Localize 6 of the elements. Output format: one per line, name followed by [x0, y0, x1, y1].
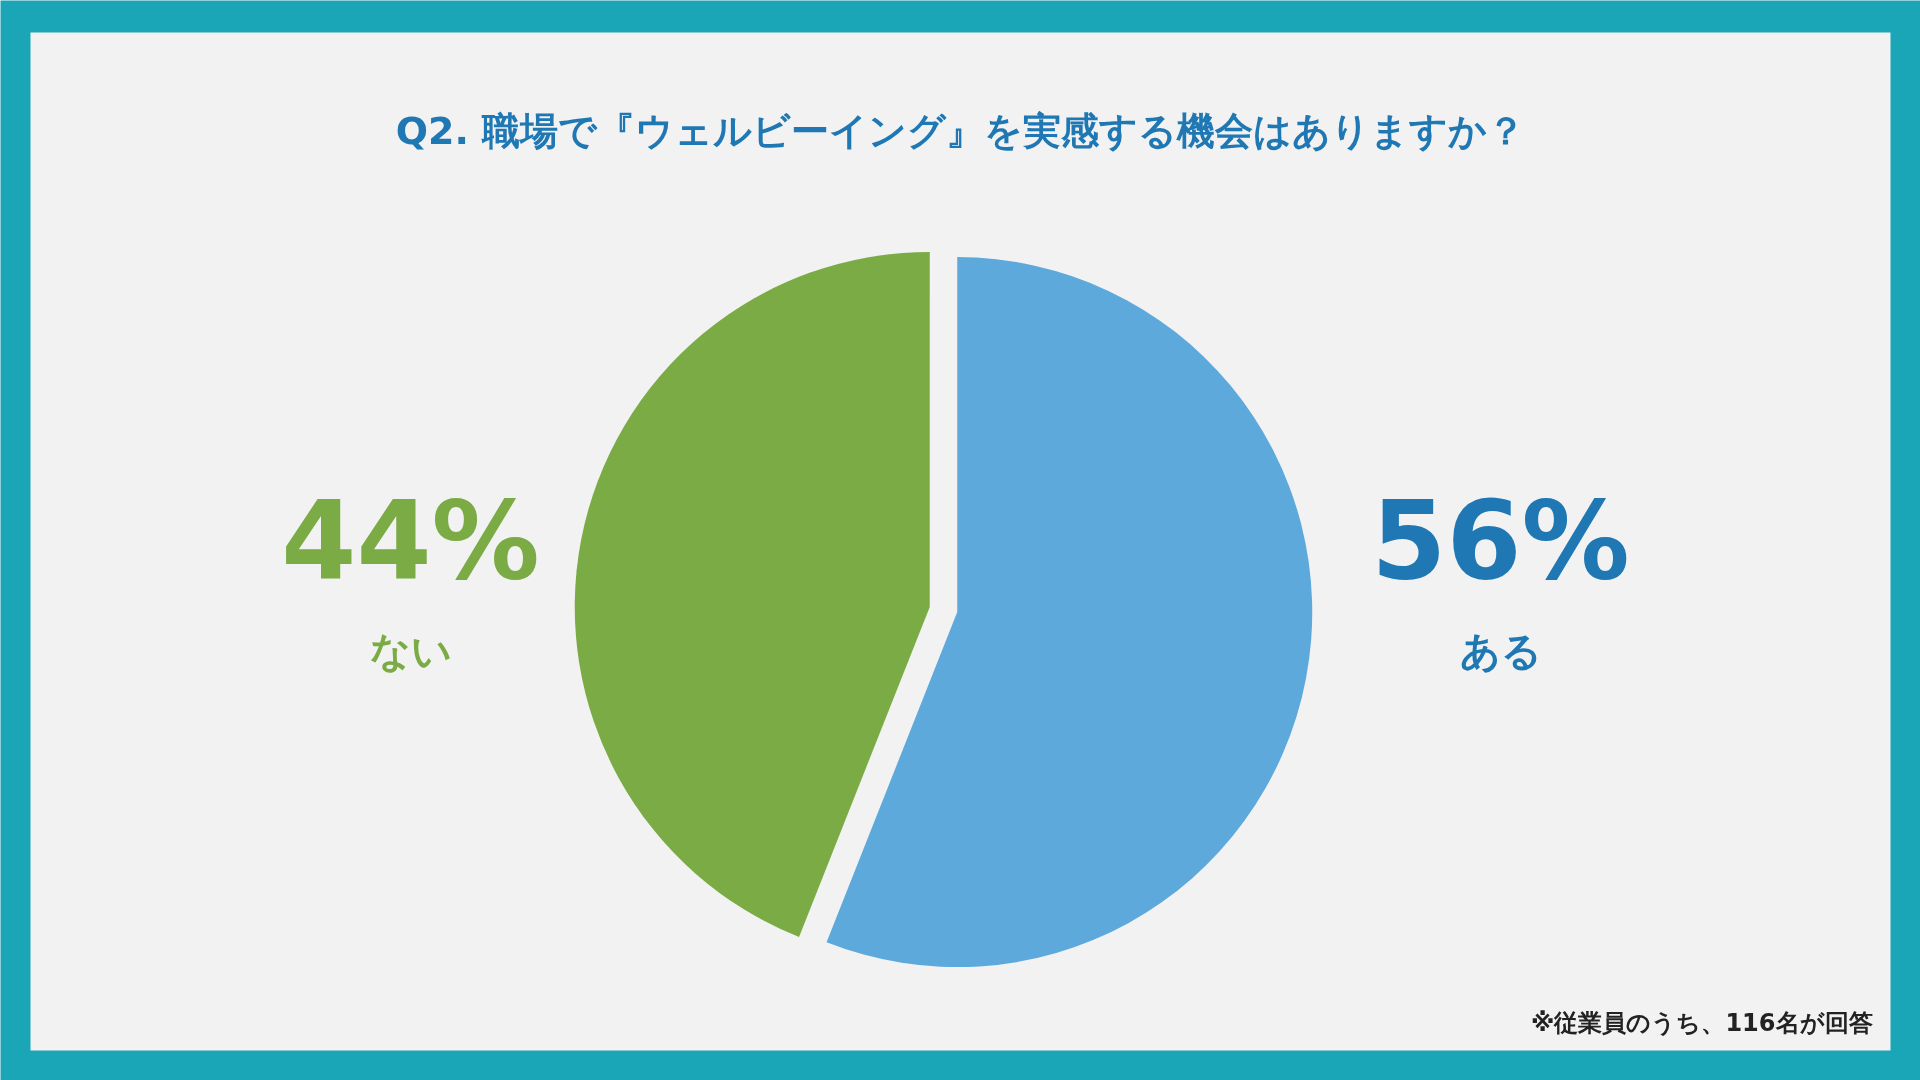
data-label: 56% — [1371, 478, 1630, 603]
chart-title: Q2. 職場で『ウェルビーイング』を実感する機会はありますか？ — [395, 108, 1526, 153]
slice-label: ない — [369, 627, 452, 674]
data-label: 44% — [281, 478, 540, 603]
slice-label: ある — [1459, 627, 1542, 674]
text: ※従業員のうち、116名が回答 — [1531, 1008, 1873, 1037]
